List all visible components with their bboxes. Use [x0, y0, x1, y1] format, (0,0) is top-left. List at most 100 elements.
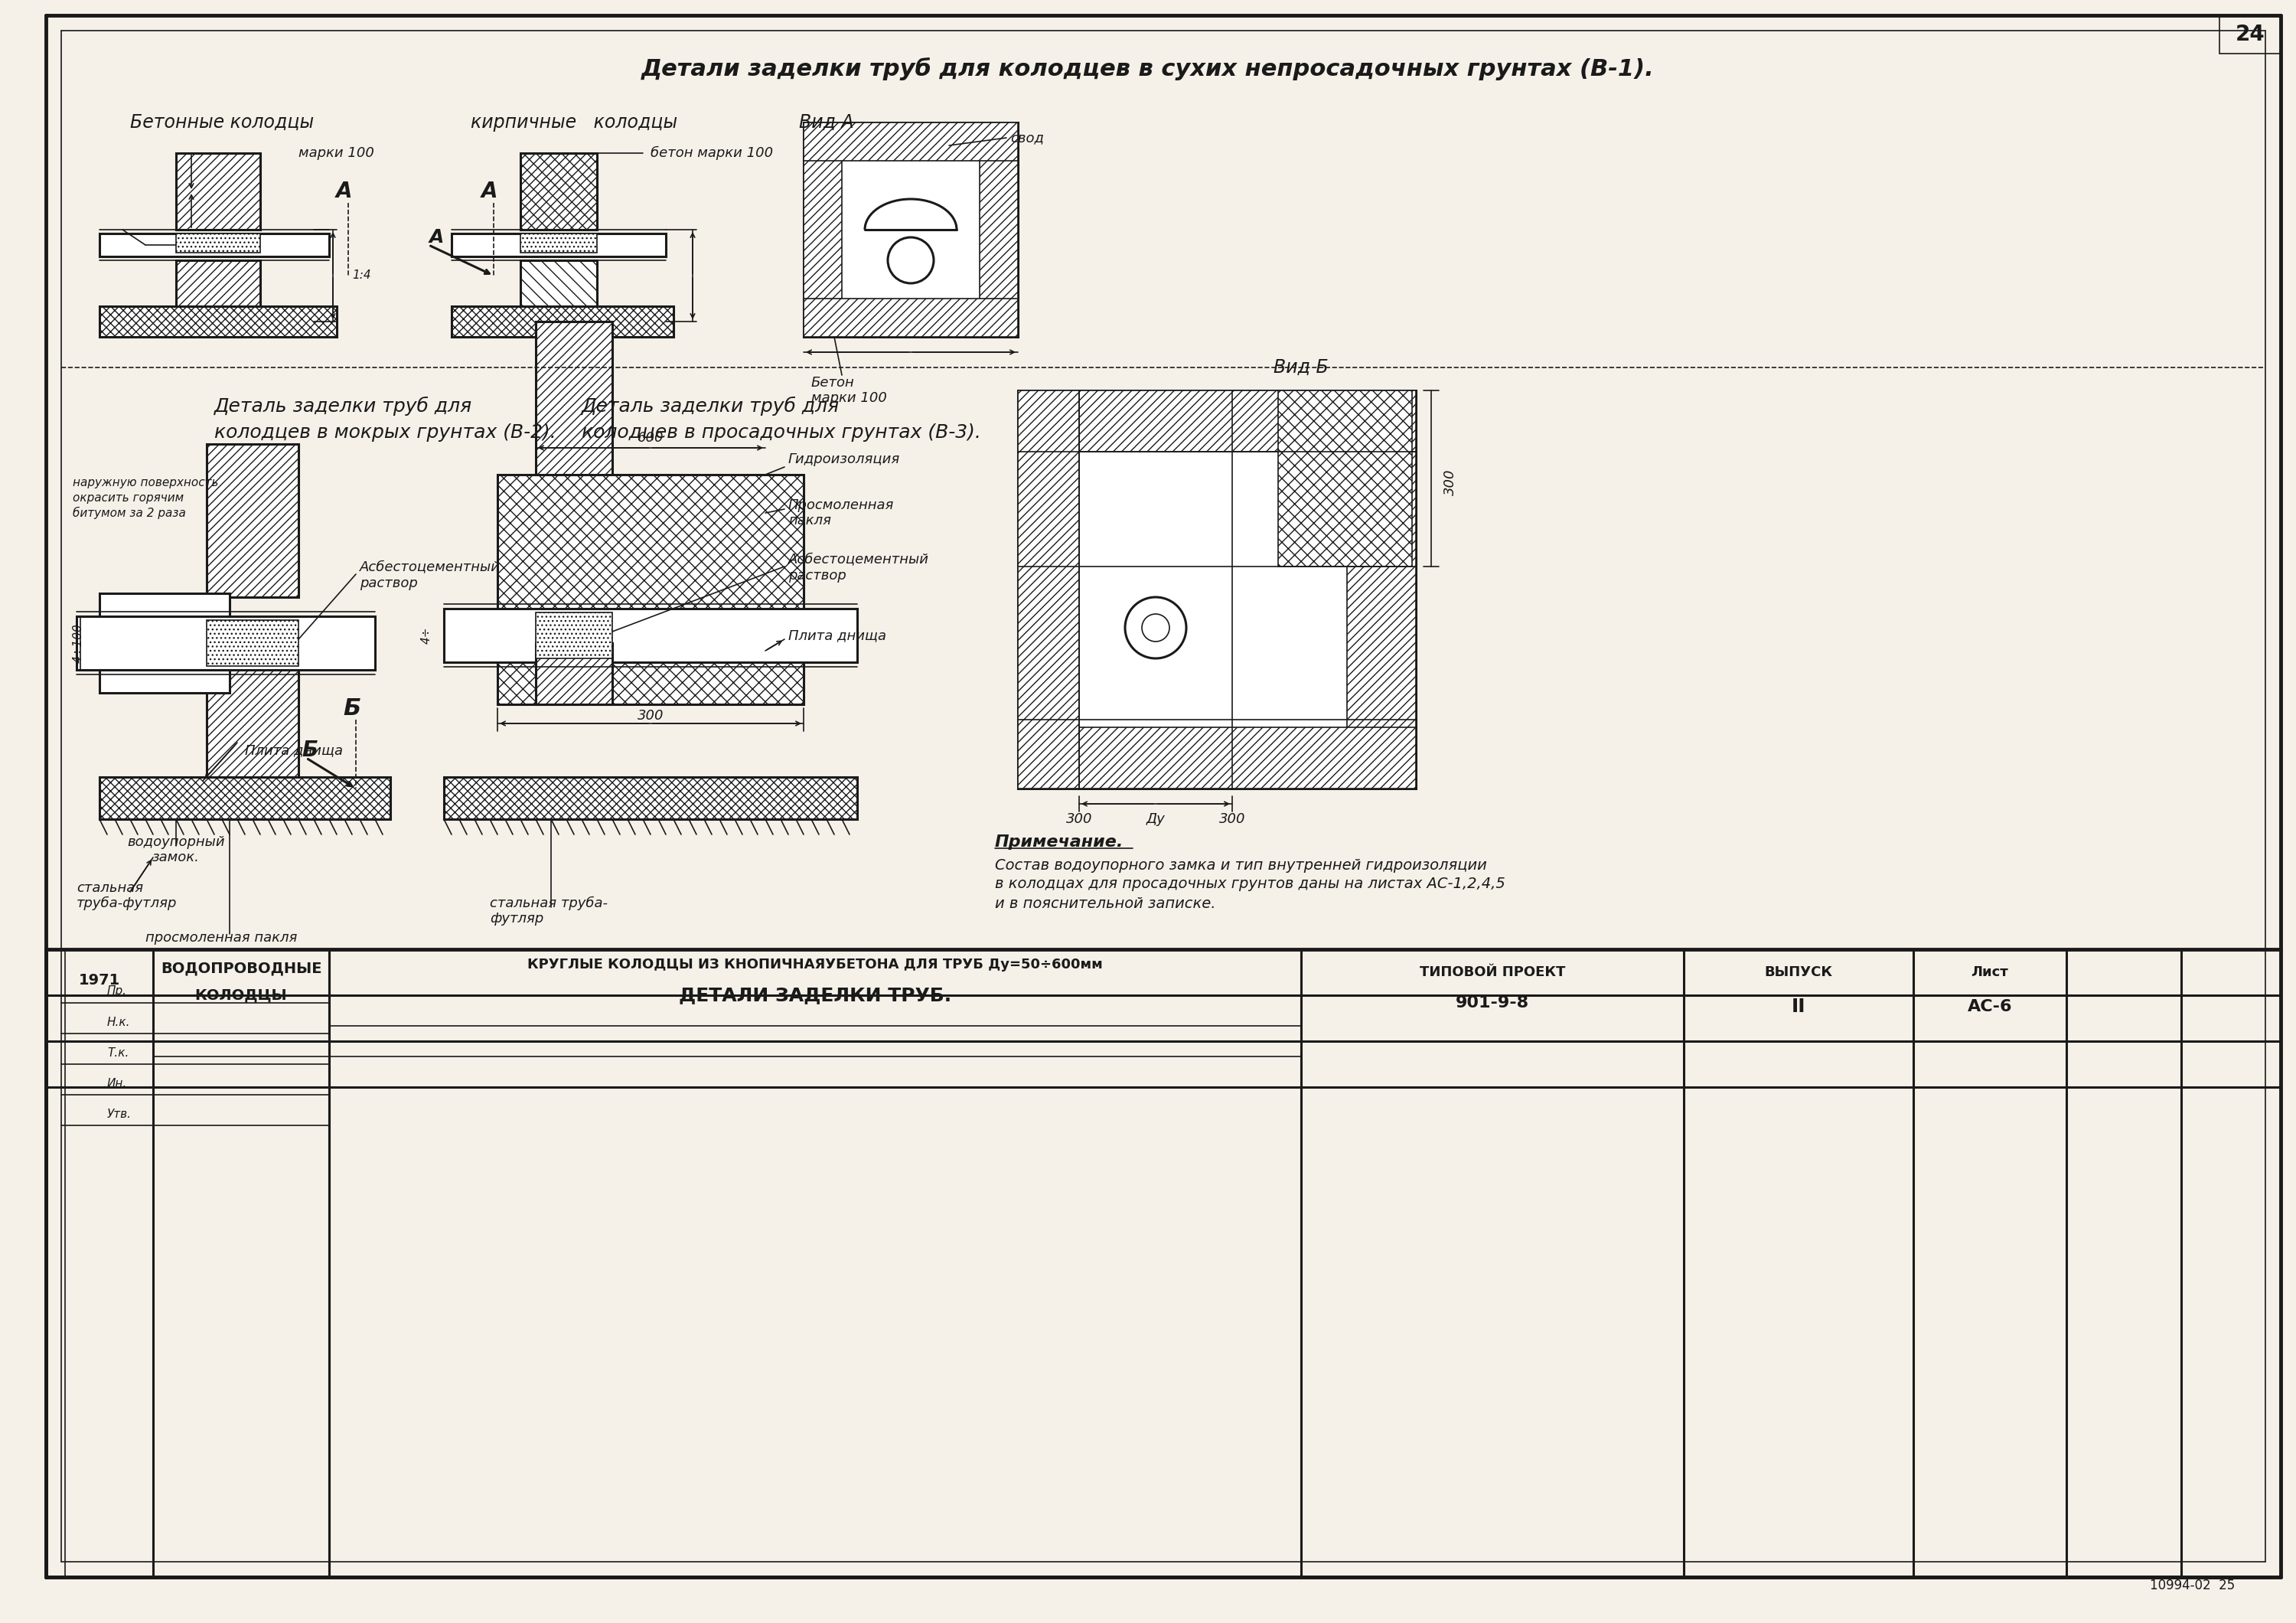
Text: Детали заделки труб для колодцев в сухих непросадочных грунтах (В-1).: Детали заделки труб для колодцев в сухих…	[641, 57, 1655, 81]
Bar	[535, 643, 613, 704]
Text: Т.к.: Т.к.	[108, 1047, 129, 1058]
Bar	[46, 949, 64, 1578]
Text: битумом за 2 раза: битумом за 2 раза	[73, 506, 186, 519]
Bar	[99, 234, 328, 256]
Text: водоупорный: водоупорный	[126, 836, 225, 849]
Text: бетон марки 100: бетон марки 100	[650, 146, 774, 161]
Bar	[207, 665, 298, 789]
Text: 901-9-8: 901-9-8	[1456, 995, 1529, 1011]
Bar	[99, 777, 390, 820]
Text: Просмоленная: Просмоленная	[788, 498, 893, 513]
Text: 24: 24	[2236, 24, 2264, 45]
Text: футляр: футляр	[489, 912, 544, 925]
Bar	[99, 670, 230, 693]
Text: II: II	[1791, 998, 1805, 1016]
Bar	[521, 153, 597, 230]
Bar	[443, 777, 856, 820]
Text: в колодцах для просадочных грунтов даны на листах АС-1,2,4,5: в колодцах для просадочных грунтов даны …	[994, 876, 1506, 891]
Bar	[1017, 391, 1417, 451]
Bar	[535, 612, 613, 659]
Text: кирпичные   колодцы: кирпичные колодцы	[471, 114, 677, 131]
Text: просмоленная пакля: просмоленная пакля	[145, 932, 296, 945]
Text: Н.к.: Н.к.	[108, 1016, 131, 1027]
Text: Плита днища: Плита днища	[246, 743, 342, 758]
Bar	[1017, 391, 1417, 789]
Text: 1:4: 1:4	[351, 269, 372, 281]
Text: А: А	[429, 229, 443, 247]
Text: колодцев в мокрых грунтах (В-2).: колодцев в мокрых грунтах (В-2).	[214, 424, 556, 441]
Text: Гидроизоляция: Гидроизоляция	[788, 453, 900, 466]
Bar	[804, 299, 1017, 338]
Bar	[804, 122, 1017, 338]
Text: Вид А: Вид А	[799, 114, 854, 131]
Text: марки 100: марки 100	[298, 146, 374, 161]
Text: Асбестоцементный: Асбестоцементный	[360, 560, 501, 573]
Text: марки 100: марки 100	[810, 391, 886, 406]
Text: Бетон: Бетон	[810, 377, 854, 390]
Text: Бетонные колодцы: Бетонные колодцы	[131, 114, 315, 131]
Text: 600: 600	[638, 432, 664, 445]
Text: раствор: раствор	[360, 576, 418, 591]
Bar	[980, 122, 1017, 338]
Bar	[207, 620, 298, 665]
Bar	[1017, 727, 1417, 789]
Text: окрасить горячим: окрасить горячим	[73, 492, 184, 503]
Text: Ду: Ду	[1146, 812, 1164, 826]
Bar	[535, 321, 613, 474]
Text: 10994-02  25: 10994-02 25	[2149, 1579, 2234, 1592]
Bar	[521, 260, 597, 321]
Bar	[443, 609, 856, 662]
Bar	[207, 445, 298, 597]
Text: ВОДОПРОВОДНЫЕ: ВОДОПРОВОДНЫЕ	[161, 961, 321, 975]
Text: замок.: замок.	[152, 850, 200, 865]
Text: пакля: пакля	[788, 514, 831, 527]
Bar	[804, 122, 1017, 161]
Text: 300: 300	[1219, 812, 1244, 826]
Bar	[99, 307, 338, 338]
Text: колодцев в просадочных грунтах (В-3).: колодцев в просадочных грунтах (В-3).	[581, 424, 980, 441]
Text: Утв.: Утв.	[108, 1109, 131, 1120]
Bar	[804, 122, 843, 338]
Text: стальная: стальная	[76, 881, 142, 894]
Text: свод: свод	[1010, 131, 1045, 144]
Text: Вид Б: Вид Б	[1274, 359, 1329, 377]
Bar	[452, 307, 673, 338]
Bar	[177, 234, 259, 253]
Bar	[1348, 391, 1417, 789]
Text: 1971: 1971	[78, 972, 119, 987]
Text: ВЫПУСК: ВЫПУСК	[1763, 966, 1832, 979]
Text: ТИПОВОЙ ПРОЕКТ: ТИПОВОЙ ПРОЕКТ	[1419, 966, 1566, 979]
Text: Пр.: Пр.	[108, 985, 126, 997]
Bar	[521, 234, 597, 253]
Text: А: А	[335, 180, 354, 203]
Text: 300: 300	[638, 709, 664, 722]
Bar	[99, 594, 230, 617]
Bar	[76, 617, 374, 670]
Circle shape	[1141, 613, 1169, 641]
Text: и в пояснительной записке.: и в пояснительной записке.	[994, 896, 1217, 911]
Text: Деталь заделки труб для: Деталь заделки труб для	[214, 396, 473, 415]
Bar	[498, 474, 804, 704]
Text: ДЕТАЛИ ЗАДЕЛКИ ТРУБ.: ДЕТАЛИ ЗАДЕЛКИ ТРУБ.	[680, 987, 951, 1005]
Bar	[1017, 391, 1079, 789]
Text: Деталь заделки труб для: Деталь заделки труб для	[581, 396, 840, 415]
Text: Состав водоупорного замка и тип внутренней гидроизоляции: Состав водоупорного замка и тип внутренн…	[994, 859, 1488, 873]
Text: КРУГЛЫЕ КОЛОДЦЫ ИЗ КНОПИЧНАЯУБЕТОНА ДЛЯ ТРУБ Ду=50÷600мм: КРУГЛЫЕ КОЛОДЦЫ ИЗ КНОПИЧНАЯУБЕТОНА ДЛЯ …	[528, 958, 1102, 972]
Text: 300: 300	[1065, 812, 1093, 826]
Text: Плита днища: Плита днища	[788, 628, 886, 643]
Bar	[2220, 15, 2280, 54]
Text: стальная труба-: стальная труба-	[489, 896, 608, 911]
Text: КОЛОДЦЫ: КОЛОДЦЫ	[195, 988, 287, 1003]
Bar	[1279, 391, 1412, 566]
Text: 4÷100: 4÷100	[73, 623, 85, 662]
Text: Б: Б	[301, 740, 319, 761]
Text: 4÷: 4÷	[420, 626, 432, 644]
Bar	[177, 260, 259, 321]
Bar	[177, 153, 259, 230]
Text: Лист: Лист	[1972, 966, 2009, 979]
Text: Б: Б	[342, 696, 360, 719]
Text: Ин.: Ин.	[108, 1078, 126, 1089]
Text: труба-футляр: труба-футляр	[76, 896, 177, 911]
Text: Асбестоцементный: Асбестоцементный	[788, 552, 930, 566]
Text: 300: 300	[1444, 469, 1458, 495]
